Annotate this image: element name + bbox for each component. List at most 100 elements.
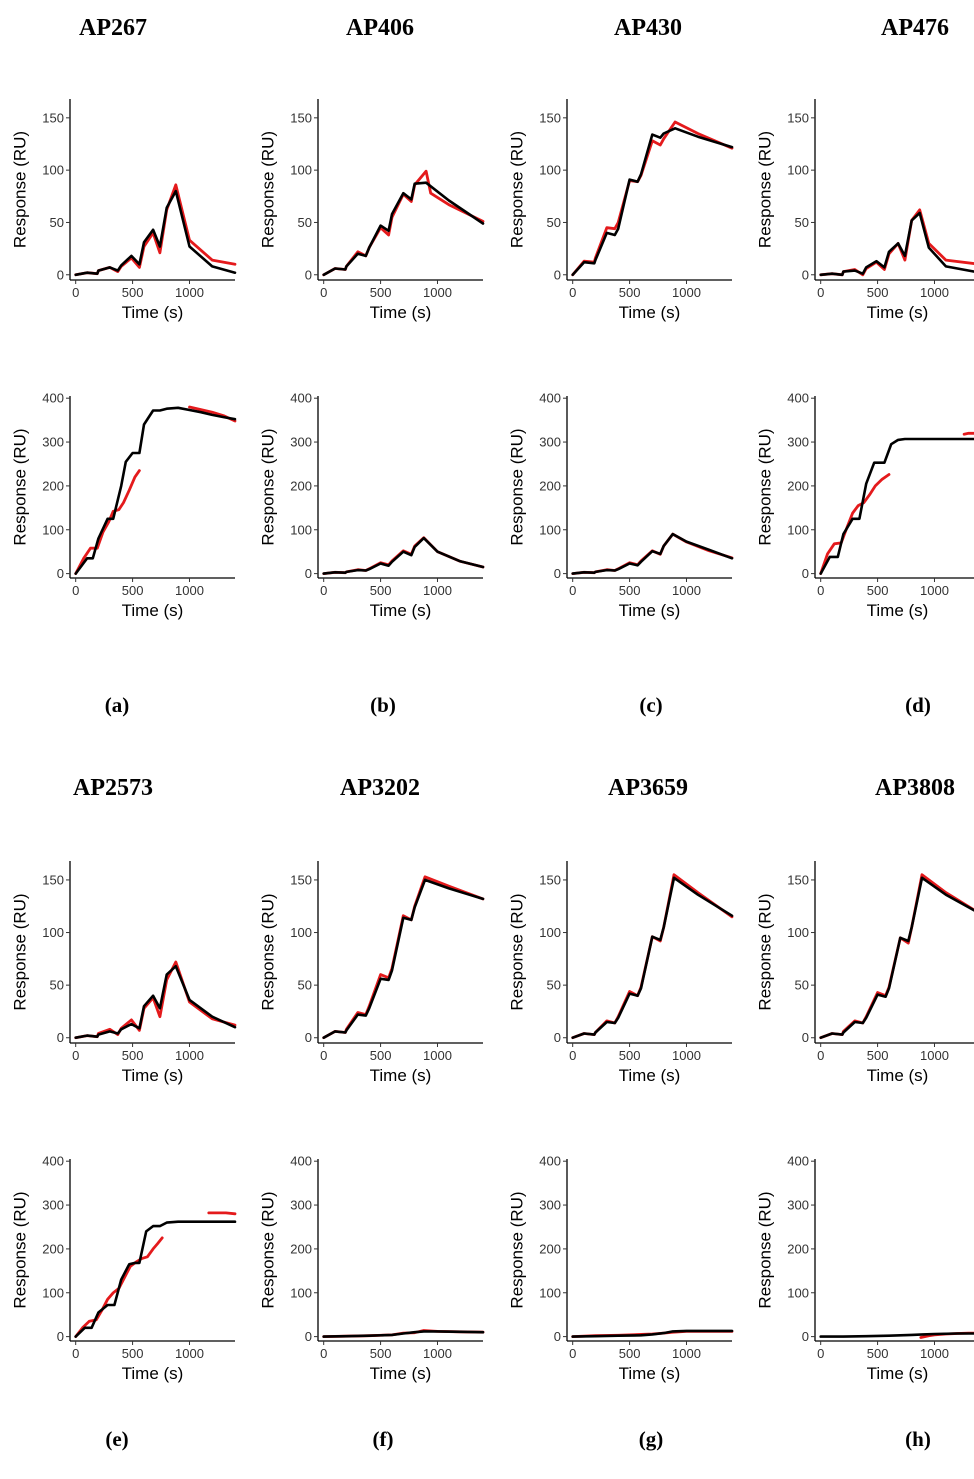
y-tick-label: 100: [290, 163, 312, 178]
fit-curve: [571, 876, 734, 1039]
y-tick-label: 100: [290, 522, 312, 537]
panel-caption-e: (e): [105, 1427, 128, 1451]
y-axis-label: Response (RU): [755, 131, 774, 248]
y-tick-label: 0: [305, 566, 312, 581]
x-tick-label: 1000: [423, 583, 452, 598]
y-axis-label: Response (RU): [507, 428, 526, 545]
y-tick-label: 0: [802, 566, 809, 581]
y-tick-label: 200: [787, 478, 809, 493]
x-tick-label: 500: [619, 285, 641, 300]
column-title-ap406: AP406: [346, 15, 414, 41]
y-tick-label: 0: [802, 1329, 809, 1344]
fit-curve: [571, 1329, 734, 1338]
y-tick-label: 0: [57, 566, 64, 581]
y-axis-label: Response (RU): [10, 428, 29, 545]
y-tick-label: 0: [305, 1030, 312, 1045]
y-tick-label: 0: [802, 1030, 809, 1045]
y-tick-label: 200: [539, 1241, 561, 1256]
y-tick-label: 50: [50, 978, 64, 993]
x-tick-label: 500: [370, 583, 392, 598]
x-axis-label: Time (s): [619, 601, 681, 620]
fit-curve: [819, 1332, 974, 1338]
x-tick-label: 1000: [175, 1048, 204, 1063]
fit-curve: [571, 532, 734, 575]
x-tick-label: 500: [867, 1346, 889, 1361]
y-tick-label: 0: [57, 1030, 64, 1045]
x-tick-label: 0: [320, 285, 327, 300]
x-tick-label: 0: [72, 1048, 79, 1063]
y-tick-label: 200: [290, 478, 312, 493]
fit-curve: [74, 964, 237, 1039]
measured-curve: [322, 875, 485, 1040]
y-axis-label: Response (RU): [507, 1191, 526, 1308]
x-axis-label: Time (s): [370, 1364, 432, 1383]
fit-curve: [819, 211, 974, 277]
y-axis-label: Response (RU): [10, 131, 29, 248]
fit-curve: [322, 878, 485, 1039]
x-tick-label: 500: [619, 583, 641, 598]
y-tick-label: 100: [42, 1285, 64, 1300]
x-axis-label: Time (s): [370, 601, 432, 620]
column-titles: AP267 AP406 AP430 AP476 AP2573 AP3202 AP…: [73, 15, 955, 801]
y-tick-label: 100: [539, 1285, 561, 1300]
panel-ap3202-top: 0 50 100 150 0 500 1000 Time (s) Response (RU): [258, 861, 485, 1085]
x-axis-label: Time (s): [619, 1364, 681, 1383]
y-tick-label: 50: [298, 215, 312, 230]
fit-curve: [819, 876, 974, 1039]
fit-curve: [74, 406, 237, 575]
y-tick-label: 100: [539, 163, 561, 178]
x-tick-label: 500: [619, 1048, 641, 1063]
y-axis-label: Response (RU): [258, 893, 277, 1010]
y-tick-label: 150: [787, 872, 809, 887]
x-tick-label: 500: [867, 583, 889, 598]
x-tick-label: 500: [867, 285, 889, 300]
y-tick-label: 0: [554, 267, 561, 282]
y-tick-label: 50: [298, 978, 312, 993]
x-tick-label: 1000: [672, 583, 701, 598]
y-tick-label: 50: [547, 215, 561, 230]
y-tick-label: 50: [547, 978, 561, 993]
y-tick-label: 300: [539, 435, 561, 450]
column-title-ap267: AP267: [79, 15, 147, 41]
panel-ap3808-bottom: 0 100 200 300 400 0 500 1000 Time (s) Response (R…: [755, 1154, 974, 1383]
y-tick-label: 200: [290, 1241, 312, 1256]
x-tick-label: 0: [569, 1346, 576, 1361]
y-tick-label: 50: [50, 215, 64, 230]
y-tick-label: 100: [42, 163, 64, 178]
panel-caption-d: (d): [905, 693, 931, 717]
y-tick-label: 0: [305, 267, 312, 282]
y-tick-label: 300: [787, 1198, 809, 1213]
panel-ap2573-bottom: 0 100 200 300 400 0 500 1000 Time (s) Response (R…: [10, 1154, 237, 1383]
y-axis-label: Response (RU): [507, 893, 526, 1010]
y-tick-label: 400: [290, 391, 312, 406]
y-tick-label: 0: [554, 1030, 561, 1045]
y-tick-label: 50: [795, 978, 809, 993]
y-tick-label: 300: [787, 435, 809, 450]
x-tick-label: 500: [370, 1346, 392, 1361]
y-tick-label: 100: [787, 1285, 809, 1300]
x-tick-label: 0: [320, 583, 327, 598]
y-tick-label: 100: [539, 522, 561, 537]
x-tick-label: 500: [122, 583, 144, 598]
y-axis-label: Response (RU): [10, 893, 29, 1010]
measured-curve: [571, 873, 734, 1040]
x-tick-label: 1000: [672, 285, 701, 300]
column-title-ap3808: AP3808: [875, 775, 955, 801]
y-axis-label: Response (RU): [755, 893, 774, 1010]
x-tick-label: 1000: [672, 1048, 701, 1063]
y-axis-label: Response (RU): [258, 131, 277, 248]
x-tick-label: 500: [370, 1048, 392, 1063]
column-title-ap3659: AP3659: [608, 775, 688, 801]
fit-curve: [74, 189, 237, 277]
y-tick-label: 150: [42, 110, 64, 125]
y-tick-label: 400: [42, 1154, 64, 1169]
x-tick-label: 0: [72, 285, 79, 300]
y-tick-label: 400: [539, 1154, 561, 1169]
panel-caption-h: (h): [905, 1427, 931, 1451]
x-tick-label: 500: [619, 1346, 641, 1361]
measured-curve: [74, 1236, 164, 1338]
y-tick-label: 300: [539, 1198, 561, 1213]
x-axis-label: Time (s): [122, 1364, 184, 1383]
x-tick-label: 0: [817, 1346, 824, 1361]
